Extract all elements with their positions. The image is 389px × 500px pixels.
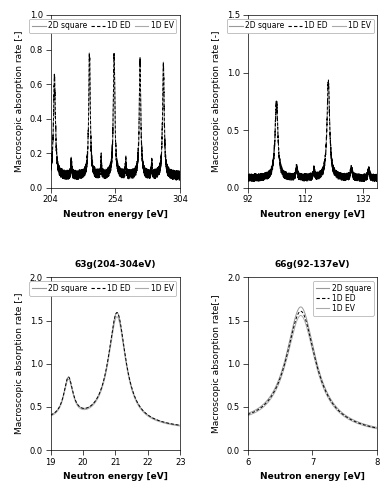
Y-axis label: Macroscopic absorption rate[-]: Macroscopic absorption rate[-] bbox=[212, 294, 221, 433]
Legend: 2D square, 1D ED, 1D EV: 2D square, 1D ED, 1D EV bbox=[226, 19, 373, 33]
Text: 63g(204-304eV): 63g(204-304eV) bbox=[75, 260, 156, 269]
X-axis label: Neutron energy [eV]: Neutron energy [eV] bbox=[63, 472, 168, 481]
Text: 66g(92-137eV): 66g(92-137eV) bbox=[275, 260, 350, 269]
Legend: 2D square, 1D ED, 1D EV: 2D square, 1D ED, 1D EV bbox=[30, 281, 177, 295]
Y-axis label: Macroscopic absorption rate [-]: Macroscopic absorption rate [-] bbox=[212, 30, 221, 172]
X-axis label: Neutron energy [eV]: Neutron energy [eV] bbox=[260, 472, 365, 481]
Y-axis label: Macroscopic absorption rate [-]: Macroscopic absorption rate [-] bbox=[15, 30, 24, 172]
Legend: 2D square, 1D ED, 1D EV: 2D square, 1D ED, 1D EV bbox=[313, 281, 373, 316]
X-axis label: Neutron energy [eV]: Neutron energy [eV] bbox=[260, 210, 365, 219]
Legend: 2D square, 1D ED, 1D EV: 2D square, 1D ED, 1D EV bbox=[30, 19, 177, 33]
X-axis label: Neutron energy [eV]: Neutron energy [eV] bbox=[63, 210, 168, 219]
Y-axis label: Macroscopic absorption rate [-]: Macroscopic absorption rate [-] bbox=[15, 293, 24, 434]
